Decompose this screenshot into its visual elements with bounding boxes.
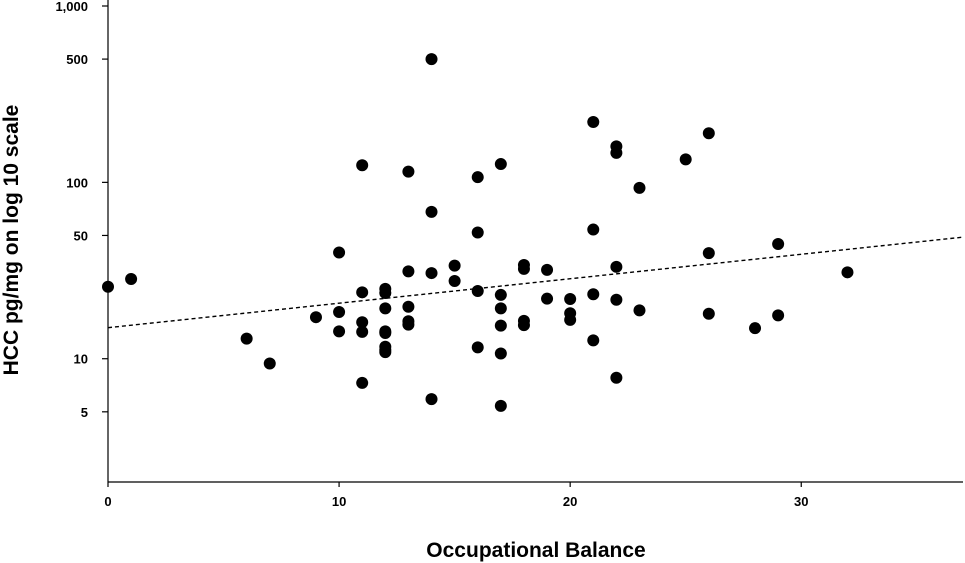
data-point bbox=[356, 316, 369, 329]
y-tick-label: 500 bbox=[66, 52, 88, 67]
data-point bbox=[471, 226, 484, 239]
data-point bbox=[448, 259, 461, 272]
data-point bbox=[772, 238, 785, 251]
x-tick-label: 10 bbox=[332, 494, 346, 509]
data-point bbox=[379, 346, 392, 359]
y-tick-label: 50 bbox=[74, 228, 88, 243]
data-point bbox=[587, 288, 600, 301]
data-point bbox=[679, 153, 692, 166]
y-tick-label: 10 bbox=[74, 352, 88, 367]
plot-marks bbox=[102, 53, 964, 412]
data-point bbox=[749, 322, 762, 335]
data-point bbox=[702, 127, 715, 140]
data-point bbox=[494, 319, 507, 332]
x-tick-label: 0 bbox=[104, 494, 111, 509]
data-point bbox=[471, 171, 484, 184]
data-point bbox=[471, 285, 484, 298]
y-tick-label: 100 bbox=[66, 175, 88, 190]
data-point bbox=[494, 302, 507, 315]
data-point bbox=[471, 341, 484, 354]
data-point bbox=[610, 293, 623, 306]
data-point bbox=[541, 292, 554, 305]
data-point bbox=[448, 274, 461, 287]
data-point bbox=[425, 53, 438, 66]
data-point bbox=[402, 318, 415, 331]
data-point bbox=[541, 263, 554, 276]
x-tick-label: 20 bbox=[563, 494, 577, 509]
data-point bbox=[333, 306, 346, 319]
axes bbox=[107, 0, 963, 483]
data-point bbox=[402, 165, 415, 178]
data-point bbox=[702, 247, 715, 260]
data-point bbox=[772, 309, 785, 322]
data-point bbox=[517, 262, 530, 275]
x-tick-label: 30 bbox=[794, 494, 808, 509]
data-point bbox=[356, 159, 369, 172]
data-point bbox=[402, 265, 415, 278]
data-point bbox=[425, 393, 438, 406]
data-point bbox=[587, 115, 600, 128]
tick-group: 5 10 50 100 500 1,000 0 10 20 30 bbox=[55, 0, 808, 509]
y-axis-title: HCC pg/mg on log 10 scale bbox=[0, 105, 23, 376]
data-point bbox=[841, 266, 854, 279]
data-point bbox=[633, 304, 646, 317]
data-point bbox=[402, 300, 415, 313]
data-point bbox=[564, 293, 577, 306]
data-point bbox=[356, 325, 369, 338]
x-axis-title: Occupational Balance bbox=[426, 539, 645, 562]
data-point bbox=[610, 260, 623, 273]
data-point bbox=[564, 313, 577, 326]
fit-line bbox=[107, 236, 964, 329]
data-point bbox=[379, 326, 392, 339]
data-point bbox=[587, 223, 600, 236]
data-point bbox=[379, 302, 392, 315]
data-point bbox=[263, 357, 276, 370]
data-point bbox=[379, 286, 392, 299]
data-point bbox=[494, 158, 507, 171]
data-point bbox=[610, 371, 623, 384]
data-point bbox=[425, 205, 438, 218]
data-point bbox=[240, 332, 253, 345]
data-point bbox=[494, 288, 507, 301]
data-point bbox=[633, 181, 646, 194]
data-point bbox=[587, 334, 600, 347]
data-point bbox=[356, 376, 369, 389]
data-point bbox=[425, 267, 438, 280]
data-point bbox=[702, 307, 715, 320]
data-point bbox=[309, 311, 322, 324]
data-point bbox=[494, 399, 507, 412]
data-point bbox=[333, 246, 346, 259]
data-point bbox=[610, 146, 623, 159]
data-point bbox=[494, 347, 507, 360]
y-tick-label: 5 bbox=[81, 405, 88, 420]
data-point bbox=[333, 325, 346, 338]
data-point bbox=[517, 319, 530, 332]
data-point bbox=[356, 286, 369, 299]
data-point bbox=[125, 273, 138, 286]
y-tick-label: 1,000 bbox=[55, 0, 88, 14]
